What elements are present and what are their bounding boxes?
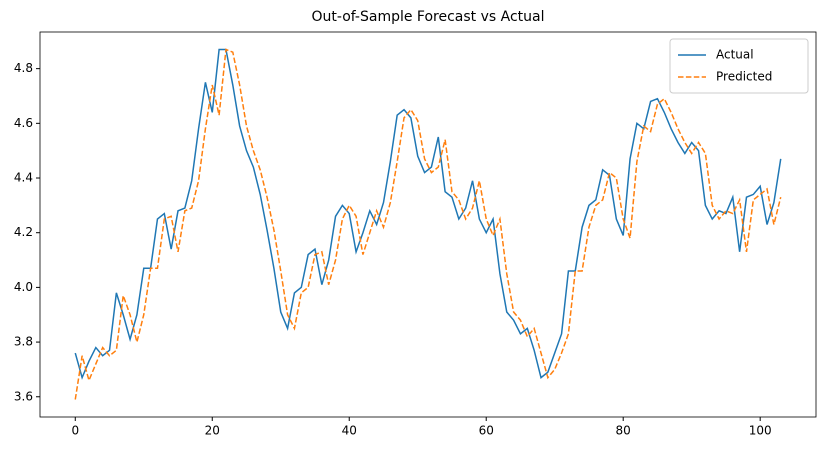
plot-frame: [39, 31, 817, 418]
y-tick-label: 4.2: [14, 225, 33, 239]
x-tick-label: 20: [205, 424, 220, 438]
legend-label: Predicted: [716, 70, 772, 84]
y-tick-label: 3.6: [14, 389, 33, 403]
legend-box: [669, 38, 809, 94]
y-tick-label: 3.8: [14, 335, 33, 349]
y-tick-label: 4.6: [14, 116, 33, 130]
x-tick-label: 40: [342, 424, 357, 438]
y-tick-label: 4.4: [14, 171, 33, 185]
x-tick-label: 100: [749, 424, 772, 438]
series-line: [74, 48, 782, 400]
y-tick-label: 4.8: [14, 61, 33, 75]
x-tick-label: 80: [616, 424, 631, 438]
y-tick-label: 4.0: [14, 280, 33, 294]
x-tick-label: 60: [479, 424, 494, 438]
chart-title: Out-of-Sample Forecast vs Actual: [312, 9, 545, 25]
legend-label: Actual: [716, 48, 754, 62]
series-line: [74, 48, 782, 380]
x-tick-label: 0: [71, 424, 79, 438]
